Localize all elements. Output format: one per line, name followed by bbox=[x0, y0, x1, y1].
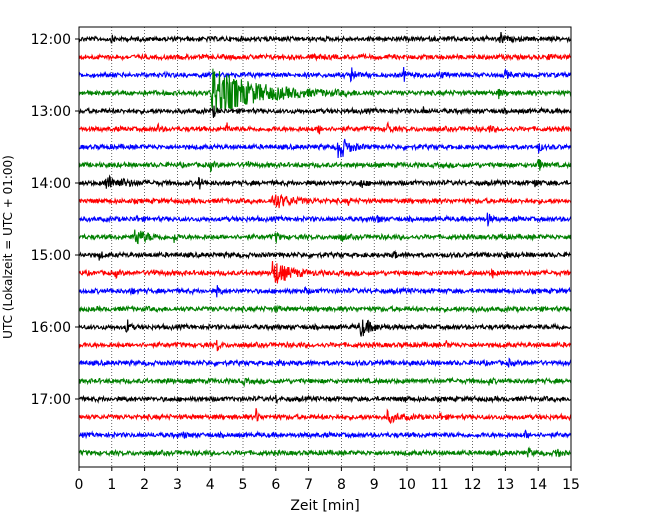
trace-1530 bbox=[78, 285, 572, 298]
trace-1445 bbox=[78, 229, 572, 245]
trace-1615 bbox=[78, 339, 572, 352]
trace-1500 bbox=[78, 249, 572, 261]
trace-1330 bbox=[78, 138, 572, 159]
x-tick-label: 12 bbox=[464, 477, 482, 493]
x-tick-label: 9 bbox=[370, 477, 379, 493]
x-tick-label: 10 bbox=[398, 477, 416, 493]
y-tick-label: 17:00 bbox=[31, 392, 71, 408]
y-tick-label: 12:00 bbox=[31, 32, 71, 48]
x-tick-label: 3 bbox=[173, 477, 182, 493]
trace-1300 bbox=[78, 105, 572, 118]
trace-1515 bbox=[78, 260, 571, 284]
x-tick-label: 15 bbox=[562, 477, 580, 493]
trace-1430 bbox=[78, 212, 572, 227]
trace-1245 bbox=[78, 68, 572, 113]
x-tick-label: 13 bbox=[496, 477, 514, 493]
x-tick-label: 11 bbox=[431, 477, 449, 493]
trace-1215 bbox=[78, 52, 572, 62]
x-tick-label: 5 bbox=[239, 477, 248, 493]
x-tick-label: 1 bbox=[107, 477, 116, 493]
trace-1715 bbox=[78, 408, 572, 425]
trace-1230 bbox=[78, 66, 572, 83]
x-tick-label: 6 bbox=[271, 477, 280, 493]
trace-1745 bbox=[78, 446, 572, 458]
y-axis-label: UTC (Lokalzeit = UTC + 01:00) bbox=[1, 155, 15, 339]
x-tick-label: 4 bbox=[206, 477, 215, 493]
y-axis: 12:00 13:00 14:00 15:00 16:00 17:00 bbox=[31, 32, 79, 408]
trace-1700 bbox=[78, 394, 572, 405]
seismogram-traces bbox=[78, 32, 572, 458]
y-tick-label: 13:00 bbox=[31, 104, 71, 120]
trace-1630 bbox=[78, 357, 572, 368]
trace-1400 bbox=[78, 174, 572, 190]
trace-1730 bbox=[78, 429, 572, 440]
x-tick-label: 2 bbox=[140, 477, 149, 493]
trace-1545 bbox=[78, 304, 572, 314]
x-tick-label: 8 bbox=[337, 477, 346, 493]
x-axis: 0 1 2 3 4 5 6 7 8 9 10 11 12 13 14 15 bbox=[75, 467, 580, 493]
trace-1600 bbox=[78, 319, 572, 337]
x-tick-label: 7 bbox=[304, 477, 313, 493]
x-tick-label: 0 bbox=[75, 477, 84, 493]
trace-1645 bbox=[78, 376, 572, 388]
y-tick-label: 16:00 bbox=[31, 320, 71, 336]
trace-1315 bbox=[78, 120, 572, 135]
grid-lines bbox=[111, 27, 539, 467]
x-tick-label: 14 bbox=[529, 477, 547, 493]
trace-1200 bbox=[78, 32, 572, 44]
y-tick-label: 14:00 bbox=[31, 176, 71, 192]
x-axis-label: Zeit [min] bbox=[290, 498, 359, 514]
trace-1345 bbox=[78, 159, 572, 173]
trace-1415 bbox=[78, 193, 572, 209]
y-tick-label: 15:00 bbox=[31, 248, 71, 264]
plot-frame bbox=[78, 26, 572, 468]
